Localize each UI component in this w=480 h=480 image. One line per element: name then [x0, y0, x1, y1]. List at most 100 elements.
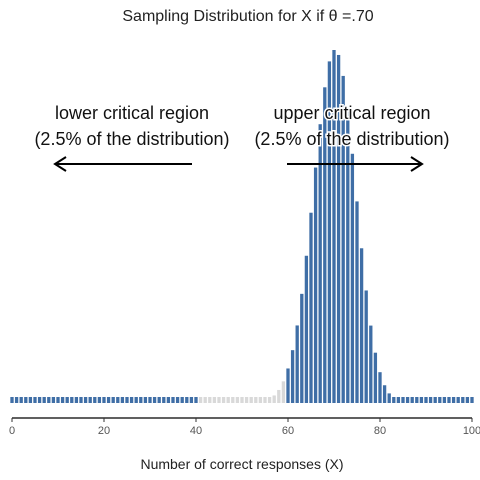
- bar-x-1: [14, 397, 19, 403]
- bar-x-36: [175, 397, 180, 403]
- lower-region-arrow: [53, 156, 192, 172]
- bar-x-82: [387, 393, 391, 403]
- bar-x-52: [249, 397, 253, 403]
- bar-x-25: [125, 397, 129, 403]
- chart-title: Sampling Distribution for X if θ =.70: [122, 8, 373, 25]
- bar-x-89: [419, 397, 424, 403]
- bar-x-85: [401, 397, 405, 403]
- x-tick-label-20: 20: [98, 425, 110, 437]
- upper-region-arrow: [287, 156, 424, 172]
- bar-x-46: [221, 397, 226, 403]
- bar-x-13: [70, 397, 74, 403]
- bar-x-87: [410, 397, 414, 403]
- bar-x-29: [143, 397, 148, 403]
- bar-x-51: [244, 397, 249, 403]
- x-ticks-group: 0 20 40 60 80 100: [9, 418, 480, 437]
- bar-x-72: [341, 75, 345, 404]
- bar-x-44: [212, 397, 217, 403]
- bar-x-33: [162, 397, 166, 403]
- bar-x-28: [139, 397, 143, 403]
- bar-x-58: [277, 389, 281, 403]
- bar-x-3: [24, 397, 28, 403]
- bar-x-99: [465, 397, 470, 403]
- bar-x-77: [364, 290, 368, 403]
- upper-region-label: upper critical region: [273, 103, 430, 123]
- bar-x-62: [295, 325, 299, 403]
- bar-x-40: [194, 397, 198, 403]
- bar-x-63: [300, 293, 304, 403]
- bar-x-30: [148, 397, 152, 403]
- bar-x-59: [281, 381, 286, 403]
- bar-x-57: [272, 395, 276, 403]
- x-tick-label-80: 80: [374, 425, 386, 437]
- bar-x-15: [79, 397, 83, 403]
- bar-x-78: [369, 325, 373, 403]
- bar-x-86: [405, 397, 410, 403]
- bar-x-95: [447, 397, 451, 403]
- bar-x-41: [198, 397, 203, 403]
- bar-x-16: [83, 397, 88, 403]
- bar-x-80: [378, 372, 382, 403]
- bar-x-45: [217, 397, 221, 403]
- bar-x-8: [47, 397, 51, 403]
- bar-x-96: [451, 397, 456, 403]
- bar-x-68: [323, 87, 327, 403]
- bar-x-73: [346, 110, 350, 404]
- bar-x-100: [470, 397, 474, 403]
- bars-group: [10, 50, 474, 404]
- bar-x-76: [359, 248, 364, 403]
- bar-x-31: [152, 397, 157, 403]
- bar-x-74: [350, 153, 355, 403]
- bar-x-2: [19, 397, 23, 403]
- bar-x-42: [203, 397, 207, 403]
- bar-x-47: [226, 397, 230, 403]
- bar-x-49: [235, 397, 240, 403]
- bar-x-97: [456, 397, 460, 403]
- bar-x-66: [313, 167, 318, 403]
- bar-x-9: [51, 397, 56, 403]
- bar-x-79: [373, 352, 378, 403]
- bar-x-20: [102, 397, 106, 403]
- bar-x-35: [171, 397, 175, 403]
- bar-x-48: [231, 397, 235, 403]
- bar-x-69: [327, 61, 332, 403]
- bar-x-39: [189, 397, 194, 403]
- bar-x-12: [65, 397, 69, 403]
- bar-x-22: [111, 397, 115, 403]
- bar-x-94: [442, 397, 447, 403]
- bar-x-64: [304, 255, 309, 403]
- bar-x-83: [392, 397, 396, 403]
- bar-x-88: [415, 397, 419, 403]
- bar-x-38: [185, 397, 189, 403]
- bar-x-67: [318, 124, 322, 404]
- bar-x-6: [37, 397, 42, 403]
- bar-x-60: [286, 368, 290, 403]
- bar-x-4: [28, 397, 33, 403]
- bar-x-19: [97, 397, 102, 403]
- bar-x-14: [74, 397, 79, 403]
- lower-region-label: lower critical region: [55, 103, 209, 123]
- bar-x-56: [267, 397, 272, 403]
- bar-x-53: [254, 397, 258, 403]
- bar-x-50: [240, 397, 244, 403]
- bar-x-34: [166, 397, 171, 403]
- x-tick-label-100: 100: [463, 425, 480, 437]
- x-tick-label-40: 40: [190, 425, 202, 437]
- bar-x-98: [461, 397, 465, 403]
- bar-x-84: [396, 397, 401, 403]
- bar-x-71: [336, 54, 341, 403]
- bar-x-54: [258, 397, 263, 403]
- bar-x-26: [129, 397, 134, 403]
- bar-x-24: [120, 397, 125, 403]
- bar-x-37: [180, 397, 184, 403]
- bar-x-93: [438, 397, 442, 403]
- bar-x-21: [106, 397, 111, 403]
- bar-x-55: [263, 397, 267, 403]
- bar-x-81: [382, 385, 387, 403]
- bar-x-75: [355, 201, 359, 403]
- bar-x-5: [33, 397, 37, 403]
- lower-region-percent: (2.5% of the distribution): [34, 129, 229, 149]
- bar-x-7: [42, 397, 46, 403]
- upper-region-percent: (2.5% of the distribution): [254, 129, 449, 149]
